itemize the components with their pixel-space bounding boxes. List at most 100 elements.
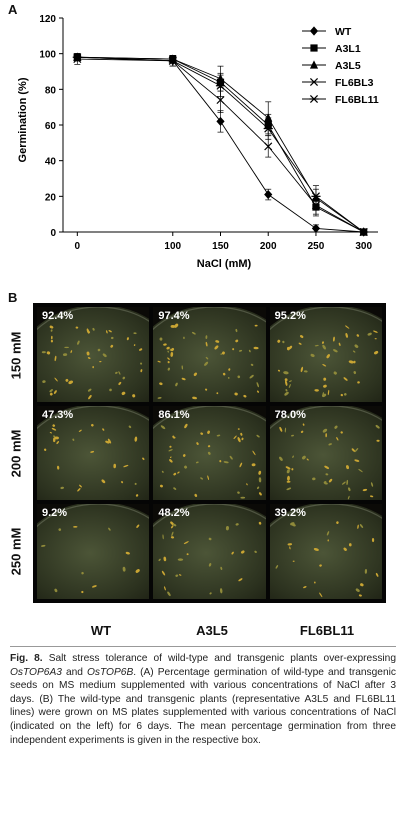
seedling <box>52 424 56 427</box>
legend-entry: FL6BL11 <box>335 94 379 106</box>
seedling <box>173 472 177 476</box>
chart-axes: 0 20 40 60 80 100 120 0 100 150 200 250 300 <box>39 14 378 252</box>
seedling <box>326 531 329 536</box>
seedling <box>284 427 286 433</box>
petri-dish-cell: 86.1% <box>153 405 266 501</box>
seedling <box>192 331 197 335</box>
data-point <box>264 113 273 122</box>
chart-series <box>72 52 369 237</box>
figure-caption: Fig. 8. Salt stress tolerance of wild-ty… <box>10 646 396 747</box>
row-label-250: 250 mM <box>8 527 24 575</box>
panel-a-label: A <box>8 2 18 17</box>
seedling <box>279 426 282 432</box>
seedling <box>49 325 54 329</box>
germination-percentage: 39.2% <box>274 507 306 520</box>
seedling <box>343 393 347 396</box>
seedling <box>235 328 238 333</box>
legend-entry: FL6BL3 <box>335 77 374 89</box>
seedling <box>49 392 53 396</box>
seedling <box>281 340 285 344</box>
seedling <box>159 337 163 341</box>
seedling <box>170 351 174 357</box>
data-point <box>216 116 225 127</box>
seedling <box>345 464 349 469</box>
petri-dish <box>37 307 150 402</box>
y-tick-label: 40 <box>45 157 57 168</box>
seedling <box>102 427 105 431</box>
seedling <box>53 390 57 394</box>
seedling <box>81 572 84 575</box>
seedling <box>243 394 247 398</box>
seedling <box>44 448 47 451</box>
seedling <box>333 371 337 375</box>
petri-dish-image <box>37 307 150 402</box>
seedling <box>54 436 59 439</box>
seedling <box>234 392 239 396</box>
seedling <box>303 370 308 373</box>
seedling <box>228 368 231 371</box>
seedling <box>53 435 56 437</box>
x-tick-label: 200 <box>260 241 277 252</box>
data-point <box>168 56 178 65</box>
seedling <box>288 380 292 383</box>
seedling <box>354 447 358 452</box>
seedling <box>238 578 243 582</box>
seedling <box>351 447 355 452</box>
seedling <box>108 330 112 333</box>
seedling <box>254 324 258 327</box>
seedling <box>335 436 339 441</box>
seedling <box>92 365 94 369</box>
seedling <box>215 340 220 343</box>
seedling <box>194 372 198 377</box>
seedling <box>323 465 329 469</box>
data-point <box>264 189 273 200</box>
petri-dish-image <box>269 307 382 402</box>
seedling <box>355 588 360 593</box>
germination-percentage: 86.1% <box>158 408 190 421</box>
seedling <box>253 346 259 350</box>
seedling <box>288 345 292 350</box>
seedling <box>291 455 294 458</box>
seedling <box>50 339 54 343</box>
seedling <box>353 371 356 375</box>
seedling <box>375 424 380 429</box>
petri-dish-image <box>37 504 150 599</box>
petri-dish-cell: 78.0% <box>269 405 382 501</box>
chart-legend: WT A3L1 A3L5 FL6BL3 FL6BL11 <box>302 26 379 106</box>
seedling <box>370 481 373 487</box>
seedling <box>322 377 326 381</box>
seedling <box>49 389 53 393</box>
seedling <box>313 548 319 552</box>
seedling <box>42 380 46 383</box>
x-tick-label: 250 <box>308 241 325 252</box>
seedling <box>122 567 126 573</box>
seedling <box>259 476 262 483</box>
seedling <box>50 335 53 340</box>
seedling <box>207 475 210 480</box>
seedling <box>231 551 235 555</box>
seedling <box>183 453 186 457</box>
seedling <box>356 334 359 337</box>
seedling <box>167 367 171 371</box>
legend-entry: WT <box>335 26 352 38</box>
seedling <box>110 336 114 340</box>
seedling <box>171 525 174 529</box>
seedling <box>301 455 306 460</box>
seedling <box>369 495 373 497</box>
seedling <box>172 435 175 438</box>
seedling <box>140 362 143 365</box>
series-fl6bl11 <box>72 53 369 237</box>
column-label-wt: WT <box>90 623 112 638</box>
seedling <box>300 366 303 373</box>
seedling <box>372 330 378 333</box>
seedling <box>167 350 170 353</box>
row-label-200: 200 mM <box>8 429 24 477</box>
seedling <box>209 563 212 567</box>
germination-percentage: 92.4% <box>42 310 74 322</box>
seedling <box>164 586 167 591</box>
seedling <box>300 430 303 433</box>
seedling <box>46 351 51 355</box>
seedling <box>257 486 260 489</box>
seedling <box>223 460 229 463</box>
seedling <box>348 360 354 364</box>
